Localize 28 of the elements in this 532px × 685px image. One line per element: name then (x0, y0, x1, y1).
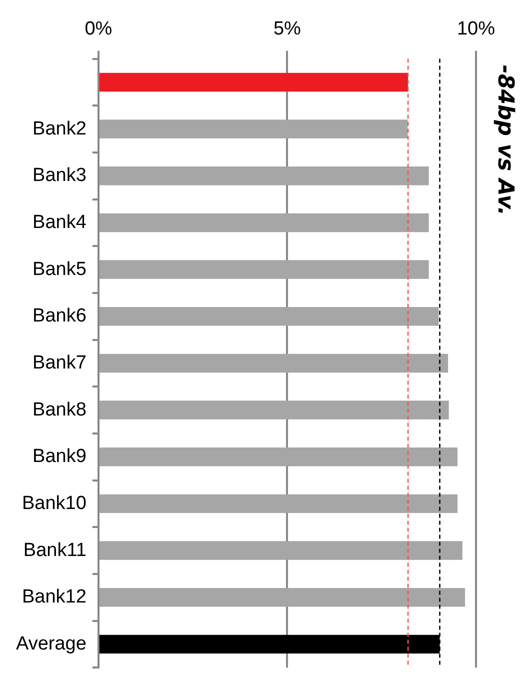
y-tick-label: Bank7 (32, 352, 86, 374)
x-tick-label: 5% (273, 18, 302, 40)
text: -84bp vs Av. (492, 64, 518, 216)
y-tick-label: Bank2 (32, 118, 86, 140)
y-tick-label: Bank4 (32, 212, 87, 233)
x-tick-label: 10% (456, 18, 496, 40)
y-tick-label: Bank5 (32, 258, 86, 280)
y-tick-label: Bank9 (32, 446, 86, 468)
bar (99, 354, 448, 373)
y-tick-label: Bank12 (22, 586, 86, 608)
bar (99, 120, 408, 138)
bar (99, 494, 458, 514)
y-tick-label: Bank6 (32, 306, 86, 327)
bar (99, 260, 429, 279)
bar (99, 307, 439, 326)
bar (99, 72, 408, 92)
x-tick-label: 0% (84, 18, 112, 40)
y-tick-label: Bank10 (22, 492, 86, 514)
y-tick-label: Average (16, 633, 86, 654)
y-tick-label: Bank3 (32, 165, 86, 186)
y-tick-label: Bank11 (23, 540, 86, 561)
bar (99, 213, 429, 232)
bar (99, 588, 466, 607)
bar (99, 166, 429, 186)
bar (99, 400, 449, 420)
y-tick-label: Bank8 (32, 399, 86, 420)
bar (99, 447, 458, 466)
bar (99, 541, 462, 560)
